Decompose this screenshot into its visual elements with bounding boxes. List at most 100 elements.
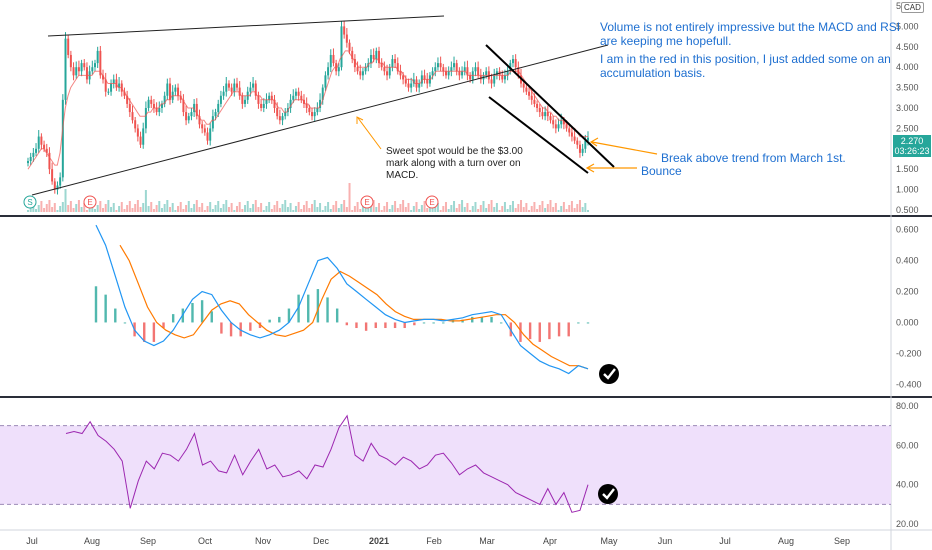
volume-bar <box>177 206 180 212</box>
candle-body <box>110 83 113 92</box>
candle-body <box>163 95 166 104</box>
macd-histogram-bar <box>432 322 435 324</box>
volume-bar <box>581 207 584 212</box>
volume-bar <box>88 206 91 212</box>
macd-histogram-bar <box>326 297 329 323</box>
volume-bar <box>498 210 501 212</box>
breakout-annotation: Break above trend from March 1st. <box>661 151 846 165</box>
volume-bar <box>461 200 464 212</box>
volume-bar <box>487 204 490 212</box>
volume-bar <box>107 200 110 212</box>
candle-body <box>450 67 453 72</box>
rsi-axis-label: 40.00 <box>896 480 919 490</box>
candle-body <box>249 87 252 92</box>
volume-bar <box>544 208 547 212</box>
volume-bar <box>80 207 83 212</box>
price-axis-label: 1.000 <box>896 185 919 195</box>
rsi-line <box>65 414 589 513</box>
volume-bar <box>190 208 193 212</box>
volume-bar <box>75 204 78 212</box>
candle-body <box>345 34 348 43</box>
volume-bar <box>284 200 287 212</box>
volume-bar <box>268 202 271 212</box>
volume-bar <box>158 201 161 212</box>
candle-body <box>541 112 544 117</box>
macd-histogram-bar <box>374 322 377 329</box>
candle-body <box>340 26 343 68</box>
candle-body <box>536 103 539 108</box>
candle-body <box>444 71 447 76</box>
volume-bar <box>53 203 56 212</box>
check-icon <box>599 364 619 384</box>
macd-histogram-bar <box>278 316 281 323</box>
volume-bar <box>171 203 174 212</box>
volume-bar <box>343 200 346 212</box>
candle-body <box>530 95 533 100</box>
volume-bar <box>509 205 512 212</box>
macd-histogram-bar <box>335 308 339 323</box>
candle-body <box>351 50 354 60</box>
candle-body <box>158 108 161 113</box>
macd-histogram-bar <box>519 322 522 342</box>
volume-bar <box>410 210 413 212</box>
volume-bar <box>222 204 225 212</box>
volume-bar <box>361 205 364 212</box>
volume-bar <box>578 200 581 212</box>
earnings-marker[interactable]: E <box>360 195 374 209</box>
volume-bar <box>316 207 319 212</box>
volume-bar <box>276 201 279 212</box>
candle-body <box>404 79 407 84</box>
candle-body <box>560 120 563 125</box>
check-icon <box>598 484 618 504</box>
volume-bar <box>469 210 472 212</box>
candle-body <box>174 87 177 92</box>
candle-body <box>378 50 381 64</box>
candle-body <box>257 95 260 104</box>
candle-body <box>134 120 137 129</box>
volume-bar <box>262 210 265 212</box>
volume-bar <box>136 200 139 212</box>
volume-bar <box>386 202 389 212</box>
volume-bar <box>351 210 354 212</box>
earnings-marker[interactable]: E <box>83 195 97 209</box>
volume-bar <box>123 209 126 212</box>
candle-body <box>522 83 525 88</box>
candle-body <box>388 67 391 76</box>
volume-bar <box>332 205 335 212</box>
volume-bar <box>69 201 72 212</box>
volume-bar <box>72 208 75 212</box>
volume-bar <box>185 205 188 212</box>
earnings-marker[interactable]: E <box>425 195 439 209</box>
price-axis-label: 5.000 <box>896 21 919 31</box>
time-axis-label: Sep <box>140 536 156 546</box>
split-marker[interactable]: S <box>23 195 37 209</box>
volume-bar <box>64 189 67 212</box>
candle-body <box>126 95 129 104</box>
candle-body <box>407 83 410 88</box>
volume-bar <box>319 203 322 212</box>
bar-countdown: 03:26:23 <box>894 146 930 156</box>
volume-bar <box>450 205 453 212</box>
signal-line <box>119 244 589 370</box>
candle-body <box>147 99 150 108</box>
candle-body <box>93 63 96 68</box>
candle-body <box>45 148 48 153</box>
candle-body <box>139 136 142 145</box>
candle-body <box>568 128 571 133</box>
volume-bar <box>471 206 474 212</box>
volume-bar <box>260 203 263 212</box>
volume-bar <box>477 209 480 212</box>
macd-axis-label: -0.200 <box>896 348 922 358</box>
volume-bar <box>59 206 62 212</box>
volume-bar <box>324 206 327 212</box>
candle-body <box>501 75 504 80</box>
currency-tag[interactable]: CAD <box>901 2 924 13</box>
candle-body <box>59 177 62 186</box>
candle-body <box>150 99 153 104</box>
candle-body <box>61 99 64 178</box>
volume-bar <box>211 209 214 212</box>
price-axis-label: 3.000 <box>896 103 919 113</box>
bounce-annotation: Bounce <box>641 164 682 178</box>
candle-body <box>549 116 552 121</box>
candle-body <box>533 99 536 104</box>
